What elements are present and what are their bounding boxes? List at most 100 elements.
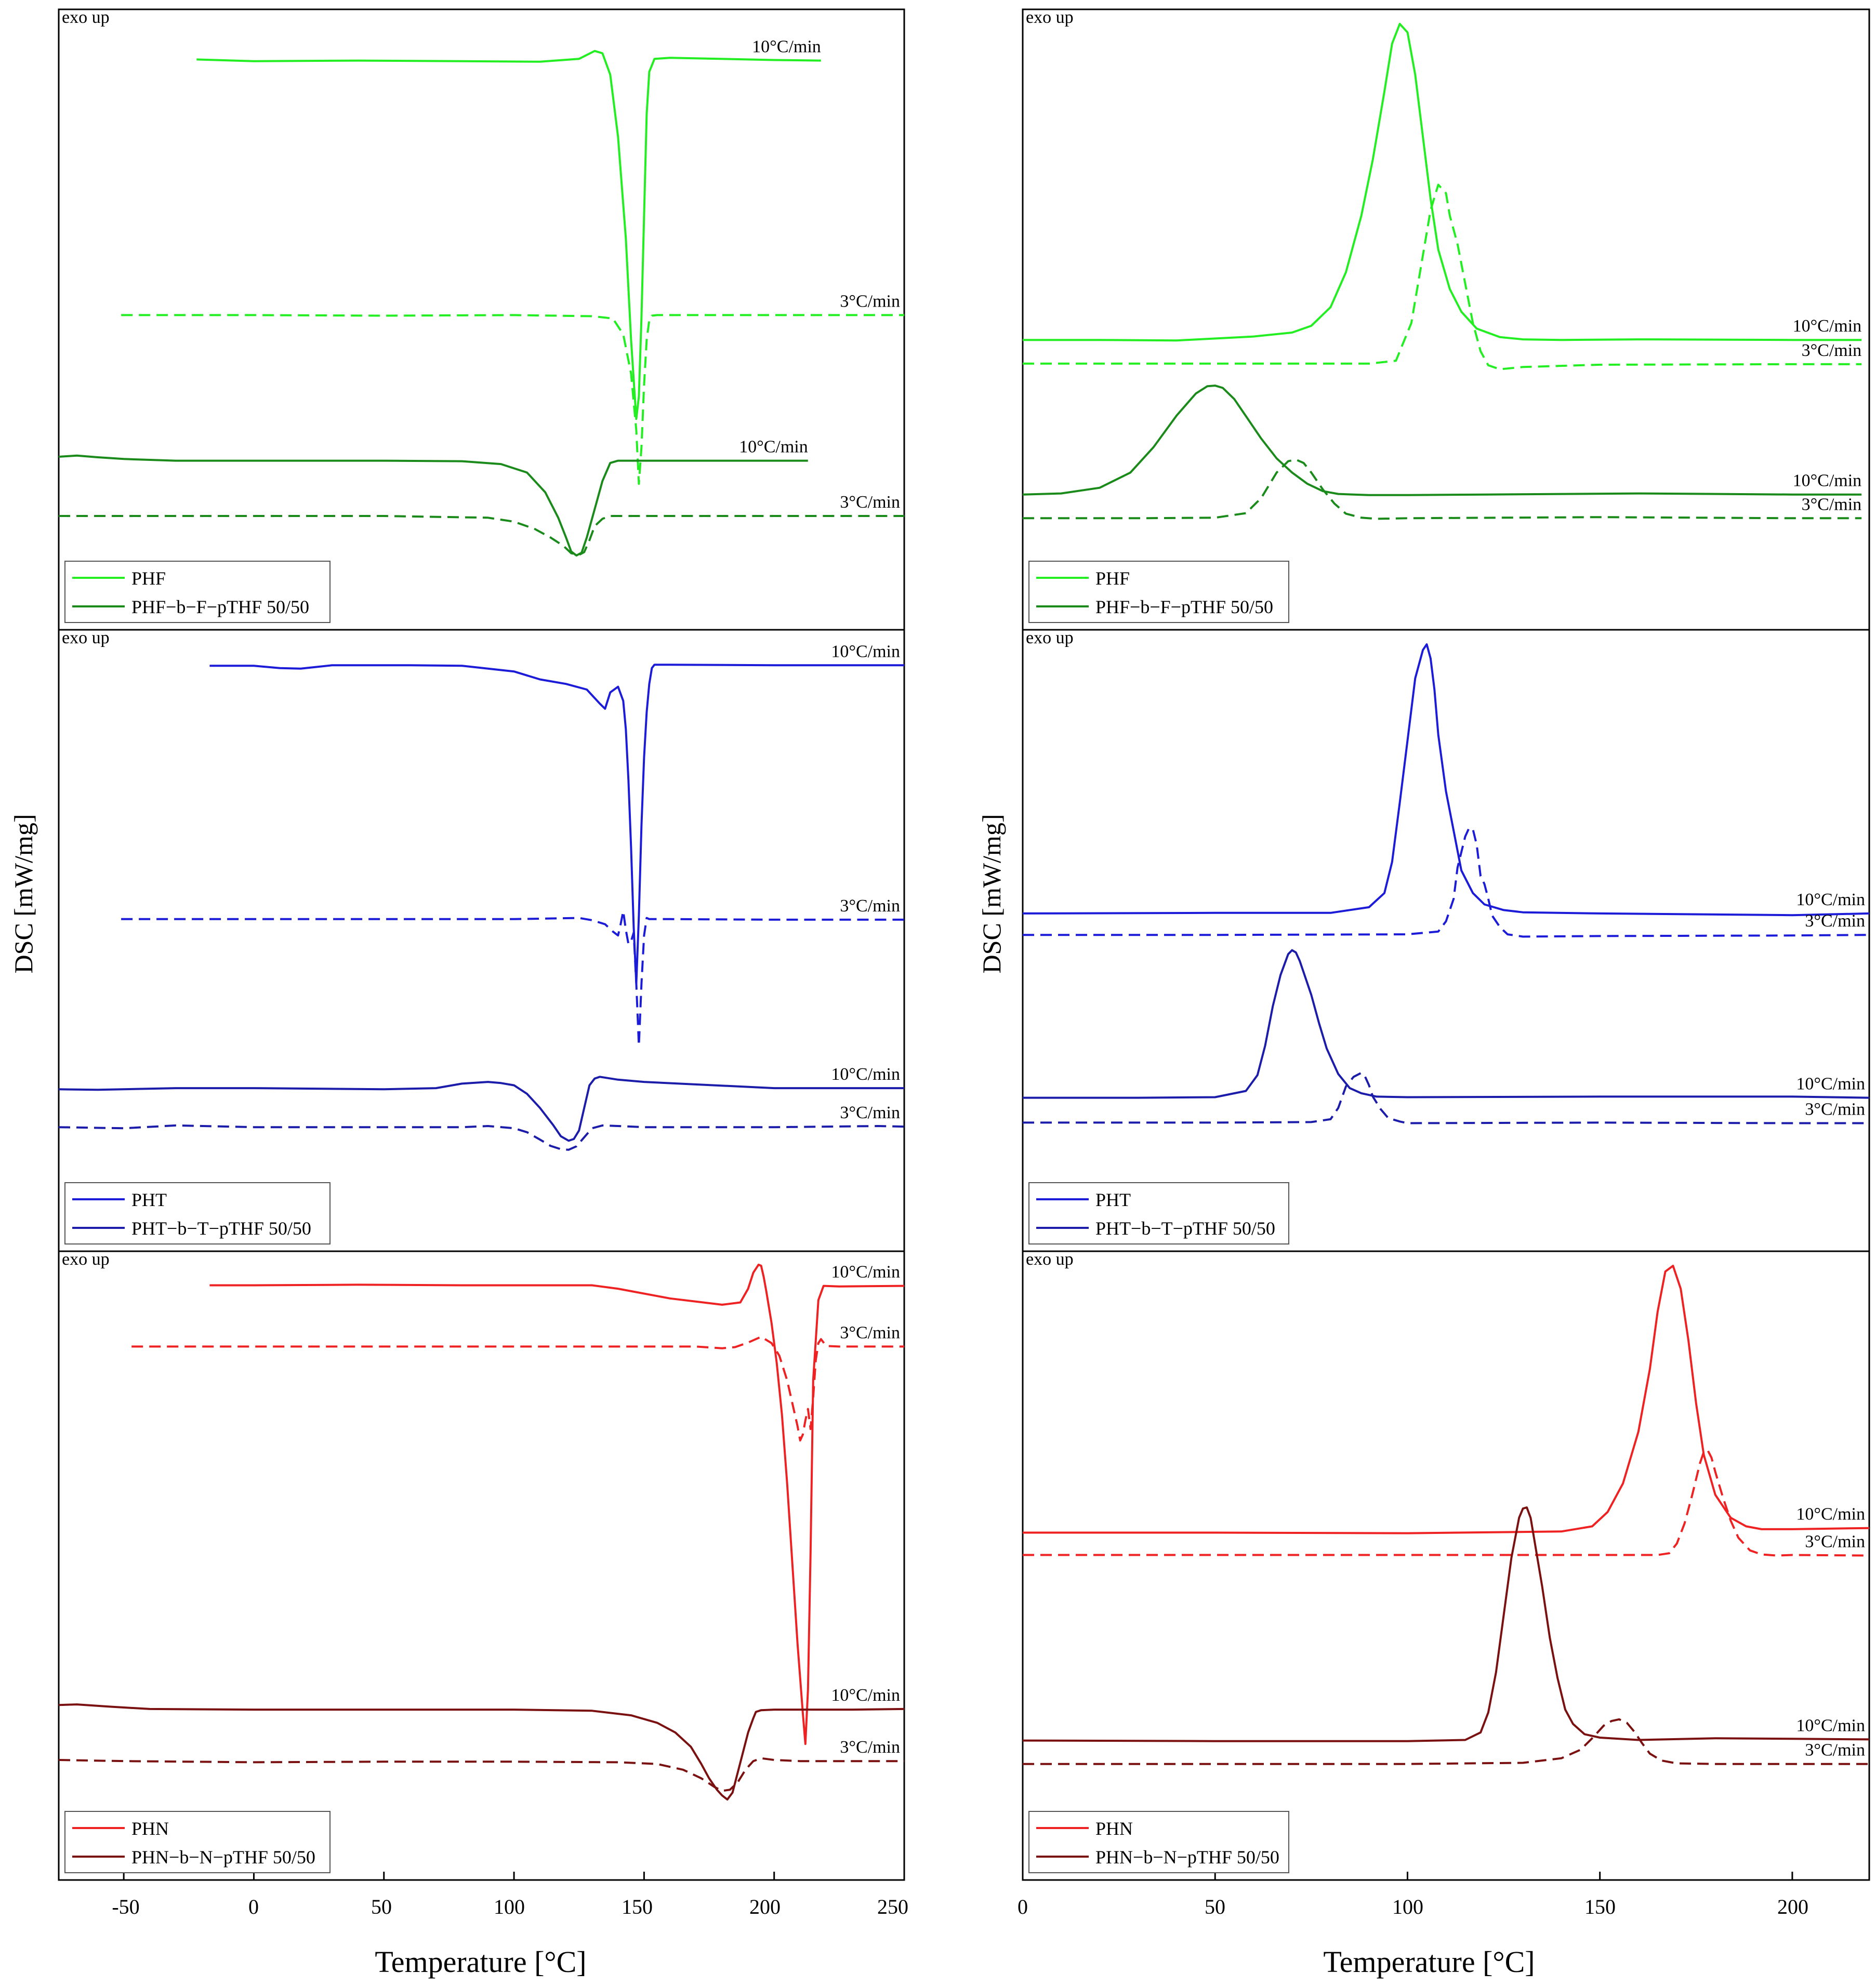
rate-label: 10°C/min <box>739 438 808 457</box>
series-line-3 <box>1022 385 1862 496</box>
series-line-3 <box>58 1703 905 1801</box>
right-y-axis-label: DSC [mW/mg] <box>977 814 1006 974</box>
rate-label: 10°C/min <box>752 37 821 57</box>
legend-label: PHN−b−N−pTHF 50/50 <box>131 1847 315 1868</box>
series-line-2 <box>121 910 904 1047</box>
rate-label: 3°C/min <box>1805 1741 1865 1760</box>
left-x-tick-label: 250 <box>877 1895 908 1918</box>
legend-box <box>64 1182 331 1244</box>
legend: PHN PHN−b−N−pTHF 50/50 <box>1028 1811 1289 1873</box>
rate-label: 10°C/min <box>1796 1716 1865 1735</box>
exo-up-annotation: exo up <box>62 1250 110 1269</box>
legend-label: PHN <box>131 1818 169 1839</box>
series-line-4 <box>59 515 904 556</box>
left-x-tick-label: 50 <box>371 1895 392 1918</box>
exo-up-annotation: exo up <box>1026 1250 1074 1269</box>
panel-frame <box>58 8 905 631</box>
rate-label: 10°C/min <box>831 1065 900 1084</box>
series-line-1 <box>209 664 904 985</box>
legend: PHT PHT−b−T−pTHF 50/50 <box>1028 1182 1289 1244</box>
series-line-4 <box>58 1757 904 1792</box>
rate-label: 10°C/min <box>1796 890 1865 909</box>
series-line-4 <box>1023 1718 1869 1765</box>
left-x-axis-label: Temperature [°C] <box>375 1945 586 1979</box>
rate-label: 10°C/min <box>1793 316 1862 336</box>
left-x-tick-label: 0 <box>248 1895 259 1918</box>
panel-heating-phn: exo up10°C/min3°C/min10°C/min3°C/minPHNP… <box>58 1250 905 1881</box>
right-x-tick-label: 200 <box>1777 1895 1808 1918</box>
legend-label: PHN−b−N−pTHF 50/50 <box>1095 1847 1279 1868</box>
rate-label: 3°C/min <box>840 1103 900 1122</box>
right-x-tick-label: 100 <box>1392 1895 1423 1918</box>
legend-label: PHF <box>131 568 166 589</box>
series-line-3 <box>1023 949 1870 1099</box>
rate-label: 3°C/min <box>840 292 900 311</box>
legend-box <box>1028 561 1289 623</box>
legend: PHF PHF−b−F−pTHF 50/50 <box>64 561 331 623</box>
rate-label: 10°C/min <box>1796 1505 1865 1524</box>
legend: PHT PHT−b−T−pTHF 50/50 <box>64 1182 331 1244</box>
legend-label: PHT <box>1095 1189 1131 1210</box>
series-line-1 <box>209 1263 905 1745</box>
panel-frame <box>58 629 905 1252</box>
left-x-tick-label: 150 <box>622 1895 653 1918</box>
legend: PHN PHN−b−N−pTHF 50/50 <box>64 1811 331 1873</box>
series-line-3 <box>58 1076 904 1142</box>
panel-frame <box>1022 8 1870 631</box>
right-x-tick-label: 50 <box>1205 1895 1225 1918</box>
legend-box <box>1028 1182 1289 1244</box>
exo-up-annotation: exo up <box>1026 8 1074 27</box>
rate-label: 3°C/min <box>1805 911 1865 931</box>
rate-label: 10°C/min <box>831 642 900 661</box>
rate-label: 10°C/min <box>1793 471 1862 491</box>
legend-label: PHT <box>131 1189 167 1210</box>
legend-label: PHT−b−T−pTHF 50/50 <box>1095 1218 1275 1239</box>
exo-up-annotation: exo up <box>62 8 110 27</box>
rate-label: 3°C/min <box>1805 1100 1865 1119</box>
rate-label: 3°C/min <box>840 493 900 512</box>
rate-label: 10°C/min <box>831 1263 900 1282</box>
exo-up-annotation: exo up <box>1026 628 1074 647</box>
legend-box <box>1028 1811 1289 1873</box>
legend: PHF PHF−b−F−pTHF 50/50 <box>1028 561 1289 623</box>
left-y-axis-label: DSC [mW/mg] <box>9 814 38 974</box>
right-x-tick-label: 0 <box>1018 1895 1028 1918</box>
series-line-3 <box>1022 1506 1870 1742</box>
left-x-ticks: -50 0 50 100 150 200 250 <box>112 1895 908 1918</box>
right-x-axis-label: Temperature [°C] <box>1323 1945 1535 1979</box>
legend-box <box>64 561 331 623</box>
rate-label: 3°C/min <box>840 1323 900 1342</box>
panel-cooling-phf: exo up10°C/min3°C/min10°C/min3°C/minPHFP… <box>1022 8 1870 631</box>
legend-label: PHF <box>1095 568 1130 589</box>
series-line-1 <box>1023 1265 1870 1534</box>
rate-label: 3°C/min <box>840 1738 900 1757</box>
rate-label: 3°C/min <box>840 896 900 916</box>
legend-label: PHF−b−F−pTHF 50/50 <box>1095 597 1273 617</box>
legend-label: PHT−b−T−pTHF 50/50 <box>131 1218 311 1239</box>
panel-frame <box>58 1250 905 1881</box>
panel-frame <box>1022 1250 1870 1881</box>
legend-label: PHF−b−F−pTHF 50/50 <box>131 597 309 617</box>
series-line-2 <box>121 314 904 485</box>
panel-frame <box>1022 629 1870 1252</box>
rate-label: 3°C/min <box>1802 495 1862 514</box>
rate-label: 10°C/min <box>831 1686 900 1705</box>
panel-heating-phf: exo up10°C/min3°C/min10°C/min3°C/minPHFP… <box>58 8 905 631</box>
series-line-4 <box>58 1124 905 1151</box>
panel-cooling-pht: exo up10°C/min3°C/min10°C/min3°C/minPHTP… <box>1022 628 1870 1252</box>
series-line-1 <box>1023 23 1862 342</box>
plot-area: exo up10°C/min3°C/min10°C/min3°C/minPHFP… <box>58 8 1870 1881</box>
series-line-1 <box>1022 643 1870 917</box>
series-line-1 <box>196 50 821 420</box>
rate-label: 10°C/min <box>1796 1075 1865 1094</box>
rate-label: 3°C/min <box>1805 1532 1865 1552</box>
series-line-4 <box>1023 458 1862 520</box>
right-x-tick-label: 150 <box>1584 1895 1616 1918</box>
series-line-2 <box>1023 827 1870 938</box>
panel-heating-pht: exo up10°C/min3°C/min10°C/min3°C/minPHTP… <box>58 628 905 1252</box>
series-line-2 <box>131 1335 904 1442</box>
series-line-3 <box>58 454 808 557</box>
exo-up-annotation: exo up <box>62 628 110 647</box>
series-line-4 <box>1023 1071 1869 1124</box>
